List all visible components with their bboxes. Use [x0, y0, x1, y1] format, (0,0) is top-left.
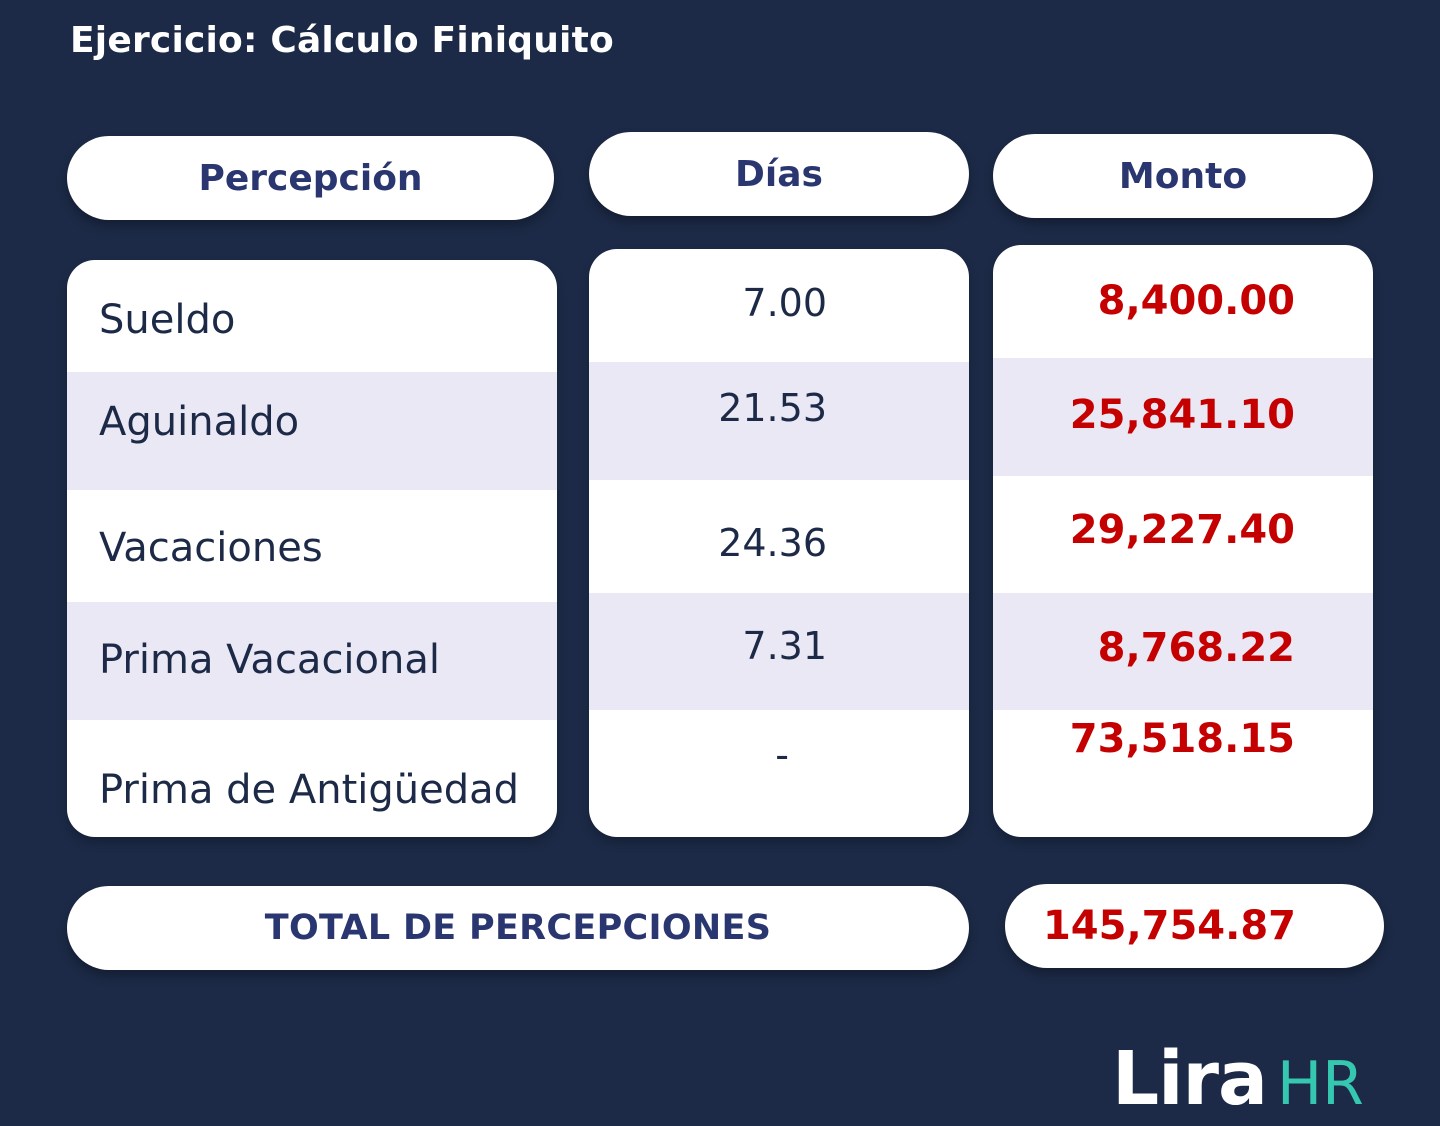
logo-brand: Lira [1112, 1036, 1268, 1122]
header-dias: Días [589, 132, 969, 216]
row-dias-sueldo: 7.00 [742, 280, 827, 325]
monto-column: 8,400.00 25,841.10 29,227.40 8,768.22 73… [993, 245, 1373, 837]
percepcion-column: Sueldo Aguinaldo Vacaciones Prima Vacaci… [67, 260, 557, 837]
table-row: 73,518.15 [993, 710, 1373, 837]
row-dias-prima-vacacional: 7.31 [742, 623, 827, 668]
table-row: Vacaciones [67, 490, 557, 602]
table-row: 25,841.10 [993, 358, 1373, 476]
row-label-prima-antiguedad: Prima de Antigüedad [99, 766, 520, 813]
row-dias-aguinaldo: 21.53 [718, 386, 827, 430]
table-row: Prima Vacacional [67, 602, 557, 720]
row-label-prima-vacacional: Prima Vacacional [99, 636, 440, 683]
table-row: Aguinaldo [67, 372, 557, 490]
table-row: 8,768.22 [993, 593, 1373, 710]
header-percepcion: Percepción [67, 136, 554, 220]
row-monto-prima-antiguedad: 73,518.15 [1069, 715, 1295, 762]
lira-hr-logo: Lira HR [1112, 1036, 1364, 1122]
table-row: 7.00 [589, 249, 969, 362]
row-label-vacaciones: Vacaciones [99, 525, 323, 571]
total-label: TOTAL DE PERCEPCIONES [264, 908, 772, 948]
table-row: - [589, 710, 969, 837]
row-dias-vacaciones: 24.36 [718, 520, 827, 565]
table-row: 7.31 [589, 593, 969, 710]
header-monto: Monto [993, 134, 1373, 218]
table-row: 24.36 [589, 480, 969, 593]
total-value: 145,754.87 [1042, 903, 1296, 949]
row-label-sueldo: Sueldo [99, 297, 236, 343]
page-title: Ejercicio: Cálculo Finiquito [70, 20, 614, 61]
table-row: 21.53 [589, 362, 969, 480]
row-dias-prima-antiguedad: - [775, 732, 789, 777]
total-value-box: 145,754.87 [1005, 884, 1384, 968]
row-monto-prima-vacacional: 8,768.22 [1097, 624, 1295, 671]
table-row: 29,227.40 [993, 476, 1373, 593]
total-label-box: TOTAL DE PERCEPCIONES [67, 886, 969, 970]
table-row: Prima de Antigüedad [67, 720, 557, 837]
logo-suffix: HR [1276, 1049, 1364, 1119]
table-row: Sueldo [67, 260, 557, 372]
header-dias-label: Días [735, 153, 823, 195]
table-row: 8,400.00 [993, 245, 1373, 358]
row-monto-aguinaldo: 25,841.10 [1069, 392, 1295, 438]
dias-column: 7.00 21.53 24.36 7.31 - [589, 249, 969, 837]
row-monto-sueldo: 8,400.00 [1097, 277, 1295, 324]
header-monto-label: Monto [1118, 155, 1248, 197]
header-percepcion-label: Percepción [198, 157, 423, 199]
row-label-aguinaldo: Aguinaldo [99, 399, 300, 445]
row-monto-vacaciones: 29,227.40 [1069, 506, 1295, 553]
